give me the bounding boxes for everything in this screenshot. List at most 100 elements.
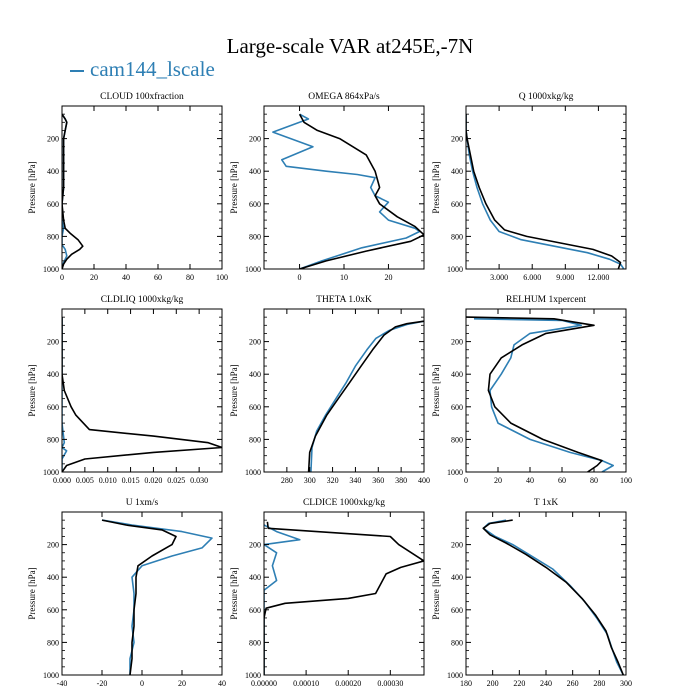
y-tick-label: 600 <box>249 403 261 412</box>
x-tick-label: 20 <box>178 679 186 688</box>
x-tick-label: 20 <box>90 273 98 282</box>
y-tick-label: 1000 <box>43 468 59 477</box>
x-tick-label: 380 <box>395 476 407 485</box>
y-tick-label: 200 <box>249 338 261 347</box>
x-tick-label: 300 <box>620 679 632 688</box>
x-tick-label: 0 <box>298 273 302 282</box>
series-line-cam144_lscale <box>466 114 625 269</box>
y-tick-label: 800 <box>47 638 59 647</box>
y-tick-label: 400 <box>47 370 59 379</box>
x-tick-label: 220 <box>513 679 525 688</box>
series-line-cam144_lscale <box>264 524 301 675</box>
x-tick-label: 0.00020 <box>335 679 361 688</box>
x-tick-label: 100 <box>216 273 228 282</box>
y-tick-label: 1000 <box>245 671 261 680</box>
panel: 0 20 40 60 80 100 200 400 600 800 1000 CLOUD 100xfr… <box>27 91 228 282</box>
y-tick-label: 600 <box>451 200 463 209</box>
x-tick-label: 12.000 <box>587 273 609 282</box>
panel-title: THETA 1.0xK <box>316 295 372 305</box>
y-tick-label: 600 <box>451 403 463 412</box>
y-tick-label: 1000 <box>245 468 261 477</box>
plot-frame <box>61 511 223 676</box>
x-tick-label: 0.030 <box>190 476 208 485</box>
x-tick-label: 200 <box>487 679 499 688</box>
x-tick-label: 0.00000 <box>251 679 277 688</box>
y-axis-label: Pressure [hPa] <box>431 364 441 416</box>
x-tick-label: 80 <box>590 476 598 485</box>
y-tick-label: 800 <box>47 435 59 444</box>
y-tick-label: 800 <box>249 638 261 647</box>
x-tick-label: 0 <box>140 679 144 688</box>
plot-frame <box>465 511 627 676</box>
y-tick-label: 600 <box>47 606 59 615</box>
series-line-reference <box>482 519 625 675</box>
x-tick-label: 0.020 <box>144 476 162 485</box>
y-tick-label: 400 <box>451 370 463 379</box>
panel: 280 300 320 340 360 380 400 200 400 600 800 1000 THE… <box>229 295 430 485</box>
y-tick-label: 800 <box>249 232 261 241</box>
series-line-cam144_lscale <box>272 113 421 269</box>
series-line-reference <box>264 521 424 675</box>
y-tick-label: 1000 <box>447 265 463 274</box>
x-tick-label: 0.010 <box>99 476 117 485</box>
x-tick-label: 280 <box>593 679 605 688</box>
series-line-reference <box>62 317 222 472</box>
series-group <box>264 521 424 675</box>
series-line-reference <box>101 519 177 675</box>
series-line-reference <box>466 114 622 269</box>
y-tick-label: 800 <box>249 435 261 444</box>
series-group <box>466 114 625 269</box>
y-tick-label: 400 <box>249 370 261 379</box>
series-group <box>101 519 213 675</box>
x-tick-label: 260 <box>567 679 579 688</box>
y-tick-label: 1000 <box>43 671 59 680</box>
series-line-reference <box>298 113 424 269</box>
x-tick-label: 0.025 <box>167 476 185 485</box>
x-tick-label: 280 <box>281 476 293 485</box>
x-tick-label: 300 <box>304 476 316 485</box>
series-line-cam144_lscale <box>310 320 424 472</box>
y-tick-label: 1000 <box>447 671 463 680</box>
panel: 0.00000 0.00010 0.00020 0.00030 200 400 600 800… <box>229 498 425 688</box>
y-tick-label: 200 <box>451 135 463 144</box>
panel-title: CLDLIQ 1000xkg/kg <box>101 295 184 305</box>
series-group <box>62 317 222 472</box>
panel: -40 -20 0 20 40 200 400 600 800 1000 U 1xm/s Pressu… <box>27 498 226 688</box>
x-tick-label: 20 <box>384 273 392 282</box>
y-tick-label: 400 <box>249 167 261 176</box>
y-axis-label: Pressure [hPa] <box>431 161 441 213</box>
x-tick-label: 0.015 <box>122 476 140 485</box>
y-tick-label: 600 <box>47 200 59 209</box>
x-tick-label: 60 <box>154 273 162 282</box>
y-tick-label: 200 <box>47 338 59 347</box>
series-line-reference <box>307 320 424 472</box>
y-tick-label: 600 <box>47 403 59 412</box>
x-tick-label: 0.000 <box>53 476 71 485</box>
series-group <box>307 320 424 472</box>
panel-title: RELHUM 1xpercent <box>506 295 586 305</box>
panel: 3.000 6.000 9.000 12.000 200 400 600 800 1000 Q 1… <box>431 92 627 282</box>
x-tick-label: 240 <box>540 679 552 688</box>
x-tick-label: 6.000 <box>523 273 541 282</box>
x-tick-label: 0.005 <box>76 476 94 485</box>
x-tick-label: 100 <box>620 476 632 485</box>
y-tick-label: 200 <box>451 541 463 550</box>
y-tick-label: 400 <box>47 573 59 582</box>
y-axis-label: Pressure [hPa] <box>229 161 239 213</box>
x-tick-label: 320 <box>327 476 339 485</box>
x-tick-label: 40 <box>218 679 226 688</box>
panel: 180 200 220 240 260 280 300 200 400 600 800 1000 T 1… <box>431 498 632 688</box>
panel-title: CLDICE 1000xkg/kg <box>303 498 385 508</box>
y-tick-label: 400 <box>249 573 261 582</box>
x-tick-label: -40 <box>57 679 68 688</box>
x-tick-label: 20 <box>494 476 502 485</box>
y-axis-label: Pressure [hPa] <box>27 364 37 416</box>
y-tick-label: 200 <box>47 135 59 144</box>
y-tick-label: 400 <box>47 167 59 176</box>
y-tick-label: 1000 <box>43 265 59 274</box>
x-tick-label: 80 <box>186 273 194 282</box>
x-tick-label: 0.00010 <box>293 679 319 688</box>
legend-swatch <box>70 70 84 72</box>
panel-title: Q 1000xkg/kg <box>519 92 574 102</box>
